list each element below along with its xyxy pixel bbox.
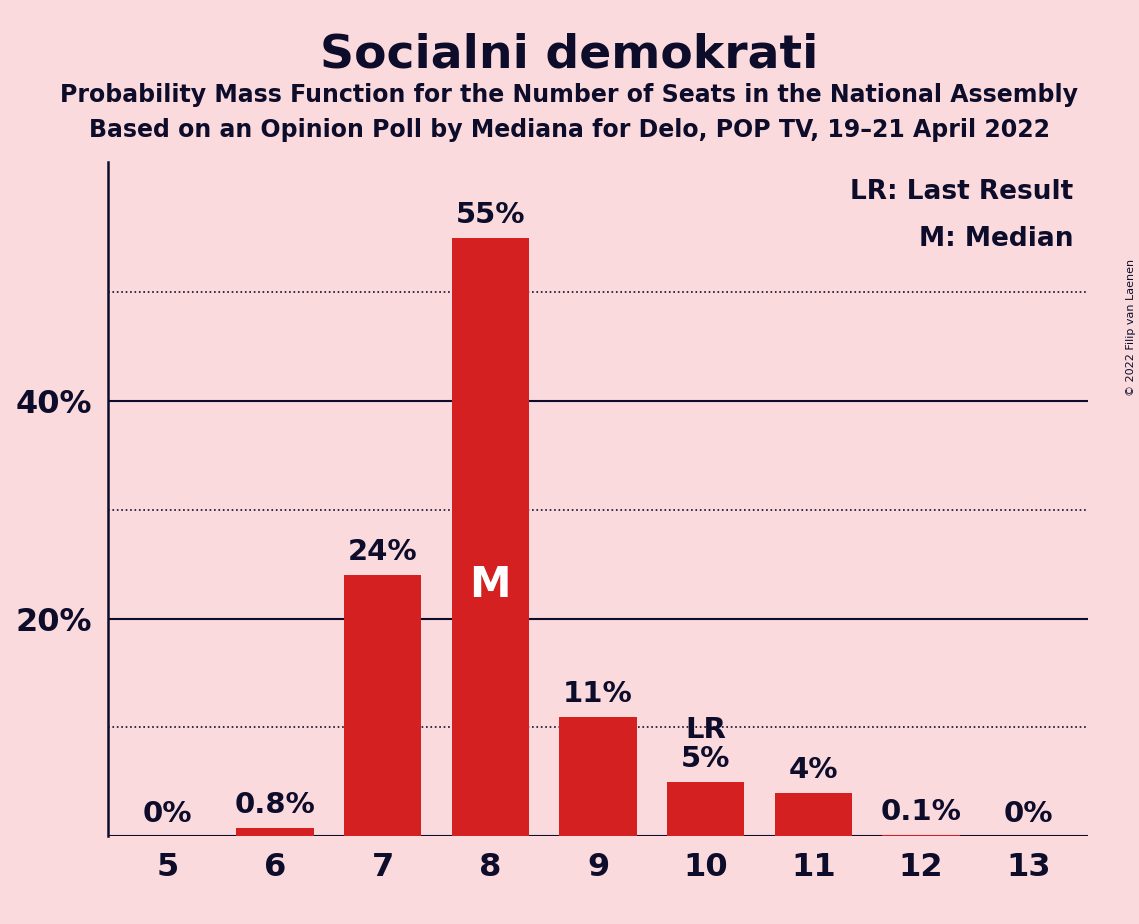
Bar bbox=[344, 575, 421, 836]
Text: LR: Last Result: LR: Last Result bbox=[850, 178, 1073, 204]
Text: 11%: 11% bbox=[563, 680, 633, 708]
Text: Probability Mass Function for the Number of Seats in the National Assembly: Probability Mass Function for the Number… bbox=[60, 83, 1079, 107]
Text: M: Median: M: Median bbox=[918, 225, 1073, 251]
Text: LR: LR bbox=[686, 716, 726, 744]
Text: 24%: 24% bbox=[347, 539, 418, 566]
Text: © 2022 Filip van Laenen: © 2022 Filip van Laenen bbox=[1126, 259, 1136, 395]
Text: 0.1%: 0.1% bbox=[880, 798, 961, 826]
Text: 55%: 55% bbox=[456, 201, 525, 229]
Bar bbox=[666, 782, 745, 836]
Text: 0.8%: 0.8% bbox=[235, 791, 316, 819]
Bar bbox=[236, 828, 314, 836]
Bar bbox=[559, 716, 637, 836]
Text: 0%: 0% bbox=[1003, 799, 1054, 828]
Bar bbox=[451, 237, 530, 836]
Text: 5%: 5% bbox=[681, 745, 730, 773]
Text: 0%: 0% bbox=[142, 799, 192, 828]
Text: Socialni demokrati: Socialni demokrati bbox=[320, 32, 819, 78]
Text: 4%: 4% bbox=[788, 756, 838, 784]
Bar bbox=[775, 793, 852, 836]
Bar bbox=[882, 835, 960, 836]
Text: Based on an Opinion Poll by Mediana for Delo, POP TV, 19–21 April 2022: Based on an Opinion Poll by Mediana for … bbox=[89, 118, 1050, 142]
Text: M: M bbox=[469, 564, 511, 606]
